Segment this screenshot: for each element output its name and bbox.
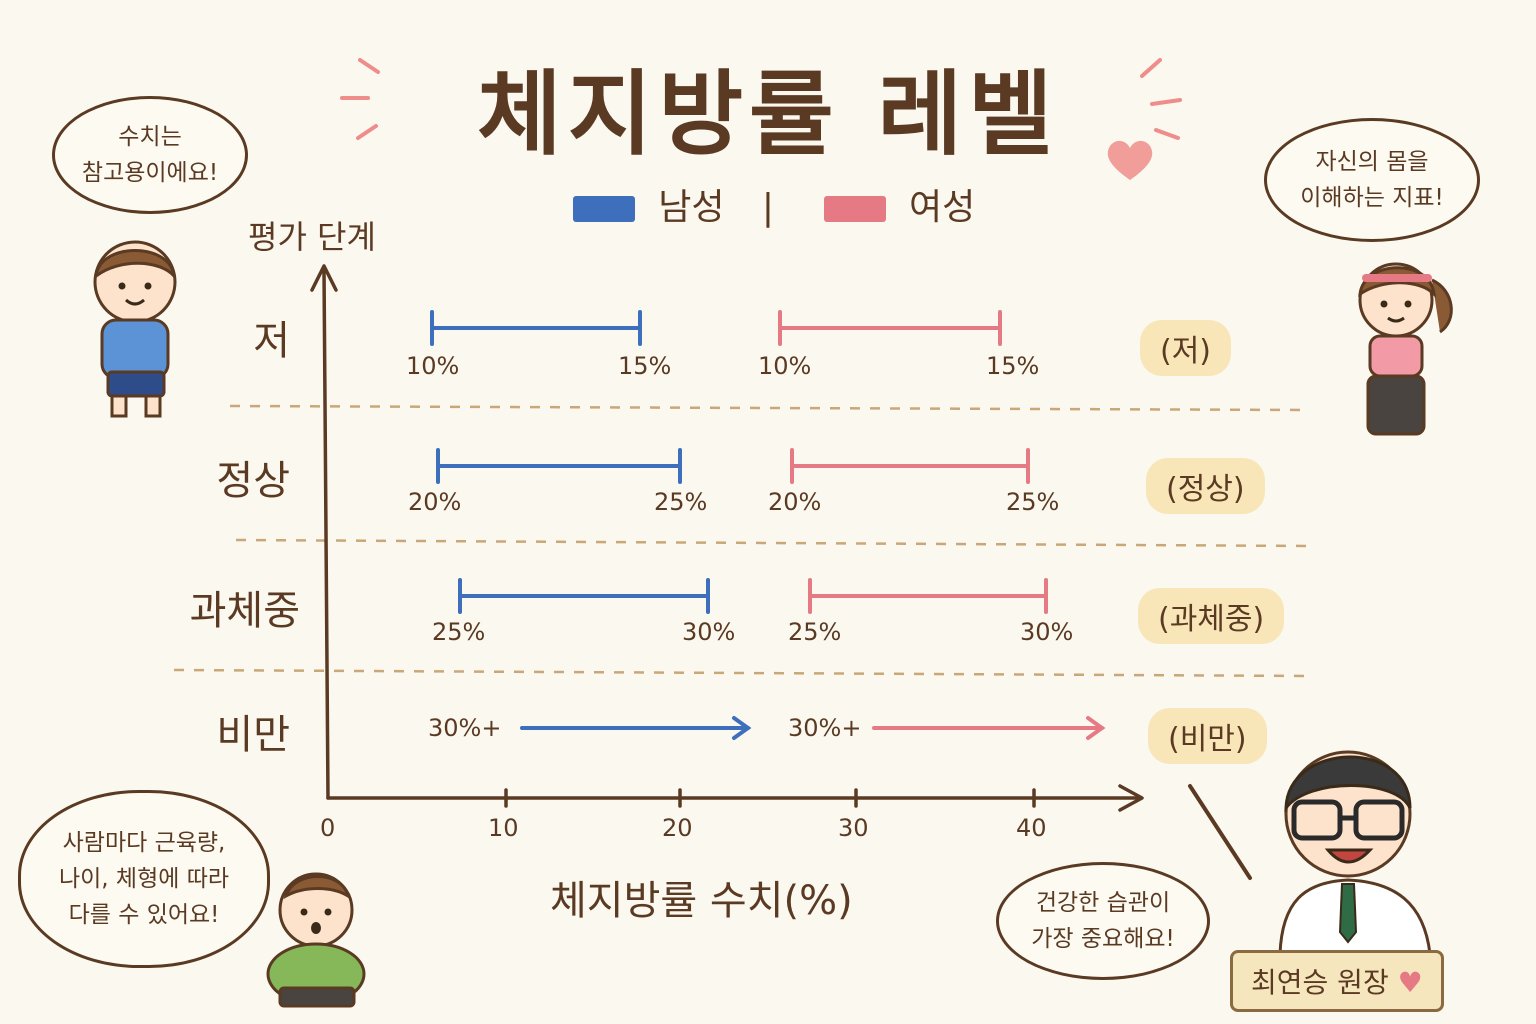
male-range-low <box>430 310 642 346</box>
legend: 남성 | 여성 <box>0 178 1536 230</box>
male-range-overweight <box>458 578 710 614</box>
bubble-bottom-left-text: 사람마다 근육량, 나이, 체형에 따라 다를 수 있어요! <box>58 830 230 928</box>
page-title: 체지방률 레벨 <box>477 61 1059 168</box>
x-tick-20: 20 <box>662 814 693 842</box>
male-overweight-from: 25% <box>432 618 486 646</box>
legend-male-swatch <box>572 196 635 222</box>
pointer-stick <box>1188 784 1252 880</box>
male-low-to: 15% <box>618 352 672 380</box>
legend-separator: | <box>761 187 775 228</box>
legend-female-swatch <box>823 196 886 222</box>
bubble-bottom-left: 사람마다 근육량, 나이, 체형에 따라 다를 수 있어요! <box>18 790 270 968</box>
chubby-character <box>266 872 366 1008</box>
badge-obese: (비만) <box>1148 708 1267 764</box>
stage-label-normal: 정상 <box>216 458 290 504</box>
stage-label-obese: 비만 <box>216 712 290 758</box>
female-normal-to: 25% <box>1006 488 1060 516</box>
female-range-obese <box>872 716 1106 740</box>
y-axis-arrow <box>310 264 338 292</box>
bubble-top-right: 자신의 몸을 이해하는 지표! <box>1264 118 1480 242</box>
badge-overweight: (과체중) <box>1138 588 1285 644</box>
badge-low: (저) <box>1140 320 1232 376</box>
heart-icon <box>1107 140 1153 180</box>
male-normal-from: 20% <box>408 488 462 516</box>
bubble-top-right-text: 자신의 몸을 이해하는 지표! <box>1300 149 1444 211</box>
row-separators <box>173 404 1311 678</box>
legend-female-label: 여성 <box>908 187 976 228</box>
stage-label-low: 저 <box>253 318 290 364</box>
female-range-low <box>778 310 1002 346</box>
y-axis-label: 평가 단계 <box>248 218 376 256</box>
bubble-bottom-right-text: 건강한 습관이 가장 중요해요! <box>1031 890 1175 952</box>
male-normal-to: 25% <box>654 488 708 516</box>
bubble-top-left-text: 수치는 참고용이에요! <box>81 124 219 186</box>
x-tick-0: 0 <box>320 814 336 842</box>
male-range-obese <box>520 716 752 740</box>
x-axis-label: 체지방률 수치(%) <box>550 878 853 924</box>
doctor-character <box>1188 750 1432 954</box>
badge-normal: (정상) <box>1146 458 1265 514</box>
female-overweight-to: 30% <box>1020 618 1074 646</box>
y-axis-line <box>322 268 330 800</box>
title-sparkles <box>340 58 1182 140</box>
boy-character <box>93 240 177 418</box>
female-range-overweight <box>808 578 1048 614</box>
female-low-to: 15% <box>986 352 1040 380</box>
female-overweight-from: 25% <box>788 618 842 646</box>
male-overweight-to: 30% <box>682 618 736 646</box>
x-tick-10: 10 <box>488 814 519 842</box>
x-tick-30: 30 <box>838 814 869 842</box>
male-range-normal <box>436 448 682 484</box>
female-normal-from: 20% <box>768 488 822 516</box>
stage-label-overweight: 과체중 <box>189 588 300 634</box>
x-axis-arrow <box>1118 784 1144 812</box>
female-low-from: 10% <box>758 352 812 380</box>
bubble-top-left: 수치는 참고용이에요! <box>52 96 248 214</box>
female-obese-from: 30%+ <box>788 714 862 742</box>
doctor-nameplate: 최연승 원장 ♥ <box>1230 950 1444 1012</box>
male-obese-from: 30%+ <box>428 714 502 742</box>
heart-icon: ♥ <box>1397 966 1423 999</box>
bubble-bottom-right: 건강한 습관이 가장 중요해요! <box>996 862 1210 980</box>
x-tick-40: 40 <box>1016 814 1047 842</box>
female-range-normal <box>790 448 1030 484</box>
male-low-from: 10% <box>406 352 460 380</box>
girl-character <box>1358 262 1453 436</box>
legend-male-label: 남성 <box>658 187 725 228</box>
nameplate-text: 최연승 원장 <box>1251 966 1389 999</box>
